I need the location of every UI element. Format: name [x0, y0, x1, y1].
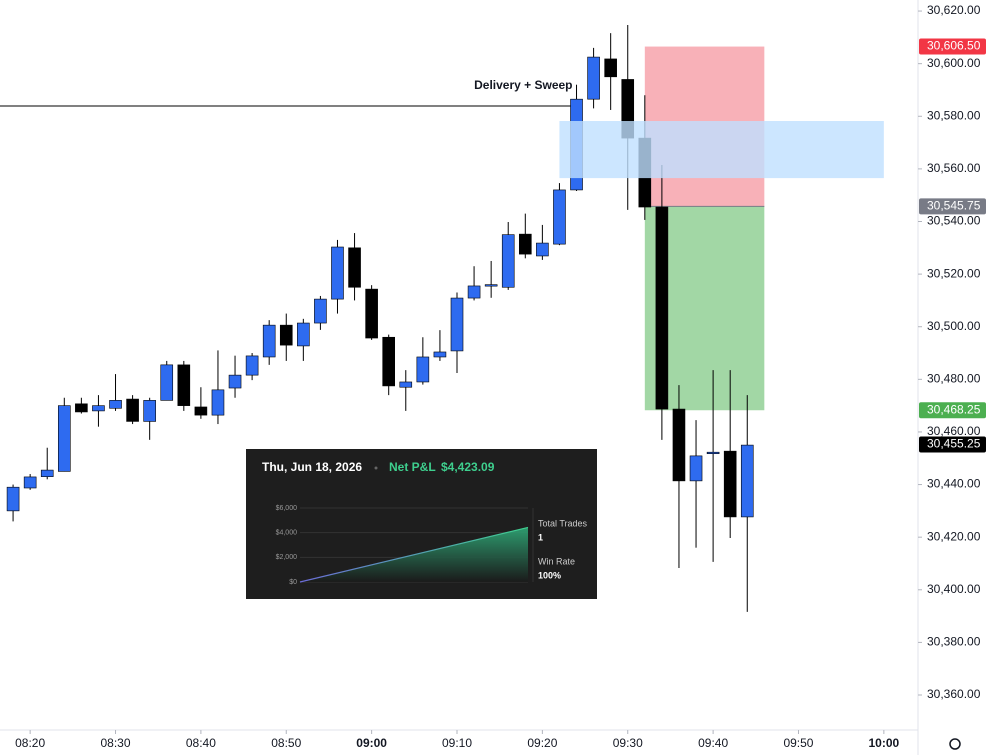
y-tick-label: 30,480.00 [927, 372, 981, 386]
candle-body [6, 486, 20, 512]
candle-body [553, 189, 566, 245]
y-tick-label: 30,420.00 [927, 529, 981, 543]
x-tick-label: 09:50 [783, 736, 813, 750]
x-tick-label: 09:10 [442, 736, 472, 750]
plot-area: Delivery + Sweep [0, 24, 884, 612]
candle-body [211, 389, 225, 416]
y-tick-label: 30,580.00 [927, 108, 981, 122]
candle-body [314, 298, 327, 324]
mini-y-label: $2,000 [276, 554, 298, 561]
candle-body [706, 451, 720, 455]
price-badge [919, 198, 986, 215]
y-tick-label: 30,500.00 [927, 319, 981, 333]
candle-body [672, 408, 686, 482]
candle-body [177, 364, 191, 406]
candle-body [501, 234, 515, 288]
candle-body [365, 288, 378, 339]
candle-body [194, 406, 208, 416]
price-badge [919, 402, 986, 419]
y-tick-label: 30,400.00 [927, 582, 981, 596]
candle-body [57, 405, 71, 472]
candle-body [245, 355, 259, 376]
y-tick-label: 30,520.00 [927, 266, 981, 280]
candle-body [348, 247, 361, 288]
price-badge-label: 30,468.25 [927, 402, 981, 416]
mini-y-label: $4,000 [276, 530, 298, 537]
x-tick-label: 09:20 [527, 736, 557, 750]
level-label: Delivery + Sweep [474, 78, 572, 92]
y-tick-label: 30,440.00 [927, 477, 981, 491]
candle-body [228, 374, 242, 389]
price-badge [919, 436, 986, 453]
candle-body [75, 403, 88, 413]
metric-label: Net P&L [389, 460, 436, 474]
candle-body [262, 324, 276, 358]
candle-body [433, 351, 447, 358]
separator-dot [374, 466, 378, 470]
x-tick-label: 08:30 [101, 736, 131, 750]
candle-body [40, 469, 54, 477]
candle-body [23, 476, 37, 489]
mini-y-label: $6,000 [276, 505, 298, 512]
y-tick-label: 30,540.00 [927, 214, 981, 228]
y-tick-label: 30,560.00 [927, 161, 981, 175]
x-tick-label: 08:50 [271, 736, 301, 750]
x-tick-label: 10:00 [869, 736, 900, 750]
candle-body [450, 297, 464, 352]
supply-zone [559, 121, 884, 179]
x-tick-label: 08:40 [186, 736, 216, 750]
pnl-widget: Thu, Jun 18, 2026 Net P&L $4,423.09 $0 $2,00… [246, 449, 597, 599]
y-tick-label: 30,620.00 [927, 3, 981, 17]
x-tick-label: 09:40 [698, 736, 728, 750]
stat-value: 1 [538, 532, 543, 542]
stat-label: Win Rate [538, 556, 575, 566]
candle-body [92, 405, 105, 412]
candle-body [518, 233, 532, 255]
mini-y-label: $0 [289, 579, 297, 586]
candle-body [604, 58, 617, 78]
price-badge-label: 30,606.50 [927, 39, 981, 53]
candle-body [655, 206, 669, 410]
settings-icon[interactable] [949, 738, 961, 750]
y-tick-label: 30,460.00 [927, 424, 981, 438]
x-tick-label: 09:30 [613, 736, 643, 750]
candle-body [279, 324, 293, 346]
candle-body [740, 444, 754, 518]
candle-body [587, 56, 600, 100]
candle-body [331, 246, 344, 300]
candle-body [689, 455, 703, 482]
candle-body [399, 381, 413, 388]
settings-circle[interactable] [949, 738, 961, 750]
y-tick-label: 30,600.00 [927, 56, 981, 70]
pnl-line [299, 526, 529, 583]
stat-value: 100% [538, 570, 561, 580]
candle-body [126, 398, 139, 422]
price-badge-label: 30,545.75 [927, 199, 981, 213]
candle-body [536, 242, 549, 257]
axes: 30,360.00 30,380.00 30,400.00 30,420.00 30,4… [15, 3, 986, 750]
price-badge [919, 38, 986, 55]
x-tick-label: 08:20 [15, 736, 45, 750]
price-badge-label: 30,455.25 [927, 437, 981, 451]
candle-body [382, 336, 396, 387]
y-tick-label: 30,360.00 [927, 687, 981, 701]
candle-body [723, 450, 737, 518]
candle-body [297, 322, 310, 347]
x-tick-label: 09:00 [356, 736, 387, 750]
y-tick-label: 30,380.00 [927, 635, 981, 649]
candle-body [143, 400, 156, 422]
candle-body [416, 356, 430, 383]
candle-body [109, 400, 122, 409]
stat-label: Total Trades [538, 518, 588, 528]
widget-date: Thu, Jun 18, 2026 [262, 460, 362, 474]
candle-body [484, 284, 498, 287]
metric-value: $4,423.09 [441, 460, 495, 474]
candle-body [467, 285, 481, 299]
candle-body [160, 364, 174, 401]
